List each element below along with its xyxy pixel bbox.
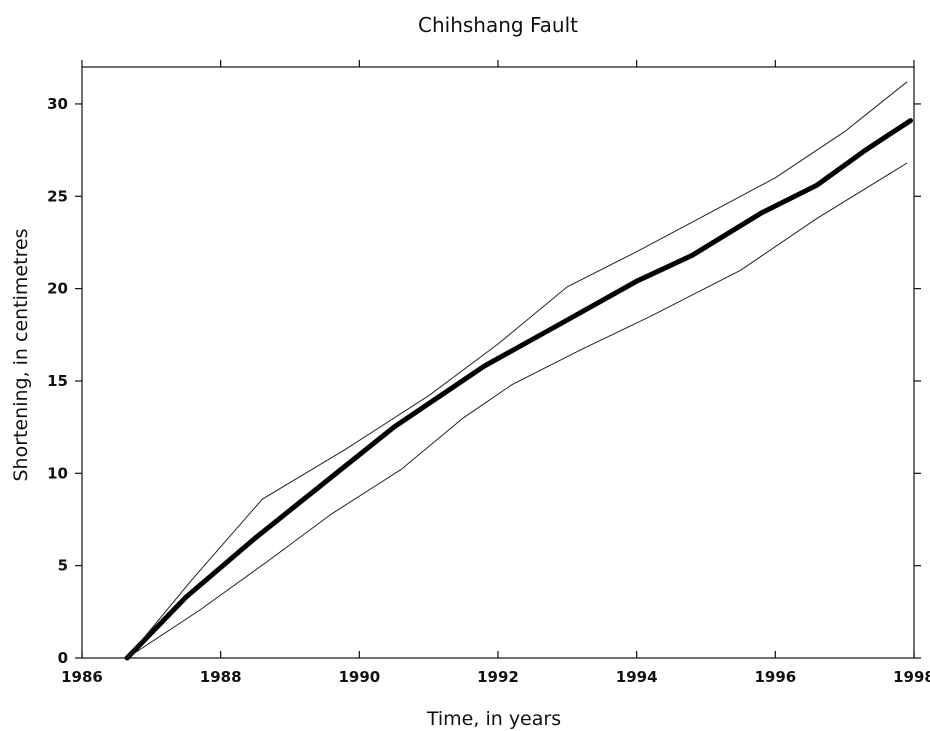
y-tick-label: 0 <box>58 649 68 667</box>
x-tick-label: 1998 <box>893 668 930 686</box>
y-tick-label: 20 <box>47 280 68 298</box>
x-tick-label: 1996 <box>754 668 796 686</box>
x-tick-label: 1986 <box>61 668 103 686</box>
x-tick-label: 1988 <box>200 668 242 686</box>
series-line-lower-bound <box>126 162 908 659</box>
y-axis-label: Shortening, in centimetres <box>10 228 32 481</box>
x-tick-label: 1990 <box>338 668 380 686</box>
series-layer <box>124 81 913 661</box>
ticks-layer: 1986 1988 1990 1992 1994 1996 1998 0 5 10 15 20 25 30 <box>47 60 930 686</box>
x-tick-label: 1992 <box>477 668 519 686</box>
plot-frame <box>81 66 915 659</box>
series-line-upper-bound <box>126 81 908 659</box>
series-line-central <box>124 118 913 661</box>
y-tick-label: 10 <box>47 464 68 482</box>
y-tick-label: 30 <box>47 95 68 113</box>
y-tick-label: 15 <box>47 372 68 390</box>
x-tick-label: 1994 <box>616 668 658 686</box>
x-axis-label: Time, in years <box>426 708 561 730</box>
y-tick-label: 5 <box>58 557 68 575</box>
chart-title: Chihshang Fault <box>418 13 578 37</box>
y-tick-label: 25 <box>47 187 68 205</box>
